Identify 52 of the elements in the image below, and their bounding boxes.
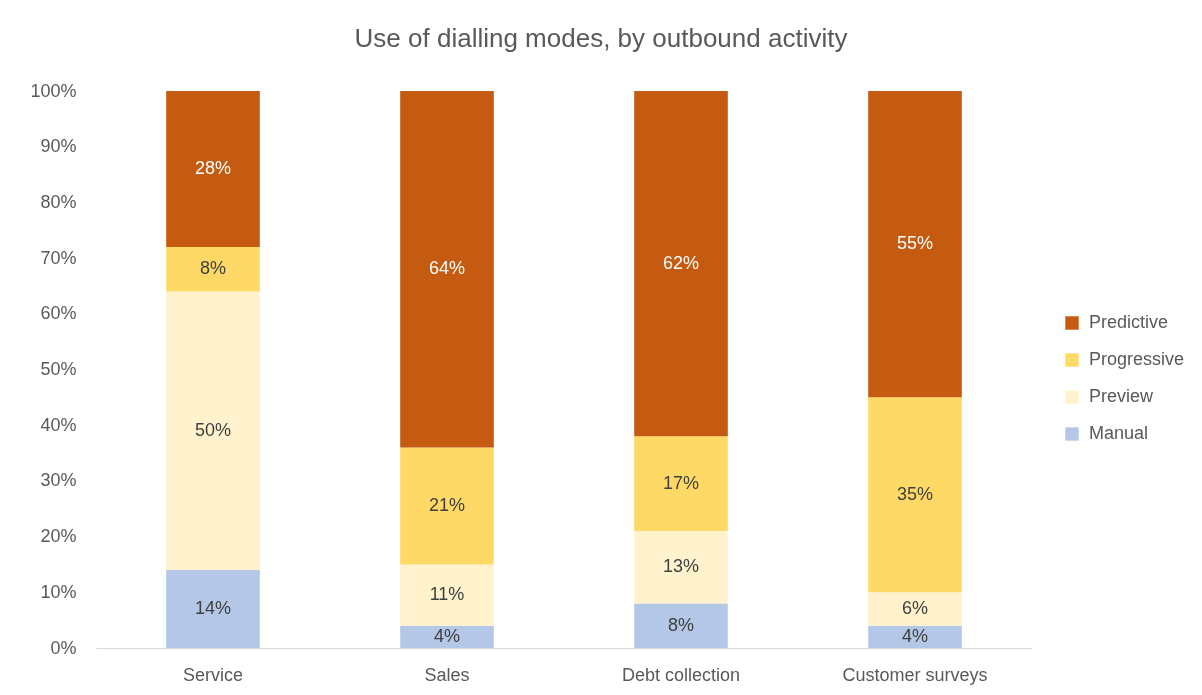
- data-label: 8%: [199, 258, 227, 279]
- x-tick-label: Sales: [424, 664, 470, 685]
- bar: [634, 436, 728, 532]
- data-label: 35%: [896, 483, 934, 504]
- x-tick-label: Customer surveys: [842, 664, 988, 685]
- y-tick-label: 20%: [40, 526, 77, 547]
- bar: [868, 91, 962, 398]
- legend-label: Manual: [1089, 423, 1149, 443]
- y-tick-label: 0%: [50, 637, 77, 658]
- y-tick-label: 10%: [40, 581, 77, 602]
- bar: [400, 91, 494, 448]
- data-label: 11%: [429, 584, 465, 605]
- data-label: 64%: [428, 258, 466, 279]
- y-tick-label: 90%: [40, 136, 77, 157]
- y-tick-label: 50%: [40, 359, 77, 379]
- data-label: 13%: [662, 556, 700, 577]
- bar: [868, 397, 962, 593]
- y-tick-label: 40%: [40, 414, 77, 435]
- x-tick-label: Service: [182, 664, 244, 685]
- y-tick-label: 80%: [40, 191, 77, 212]
- bar: [166, 91, 260, 247]
- legend-label: Predictive: [1089, 312, 1169, 332]
- bar: [634, 531, 728, 604]
- bar: [868, 625, 962, 648]
- bar: [634, 91, 728, 437]
- bar: [634, 603, 728, 648]
- bar: [166, 291, 260, 571]
- bar: [400, 625, 494, 648]
- data-label: 62%: [662, 252, 700, 273]
- data-label: 8%: [667, 614, 695, 635]
- legend-label: Preview: [1089, 386, 1155, 406]
- bar: [400, 447, 494, 565]
- bar: [400, 564, 494, 626]
- data-label: 21%: [428, 494, 466, 515]
- bar: [868, 592, 962, 626]
- data-label: 4%: [901, 625, 929, 646]
- bar: [166, 570, 260, 648]
- data-label: 4%: [433, 625, 461, 646]
- data-label: 28%: [194, 157, 232, 178]
- data-label: 14%: [194, 598, 232, 619]
- x-tick-label: Debt collection: [621, 664, 741, 685]
- y-tick-label: 100%: [30, 80, 77, 101]
- legend-label: Progressive: [1089, 349, 1185, 369]
- y-tick-label: 30%: [40, 470, 77, 491]
- data-label: 55%: [896, 233, 934, 254]
- y-tick-label: 70%: [40, 247, 77, 268]
- data-label: 6%: [901, 598, 929, 619]
- chart-title: Use of dialling modes, by outbound activity: [354, 23, 848, 53]
- bar: [166, 246, 260, 292]
- y-tick-label: 60%: [40, 303, 77, 324]
- data-label: 50%: [194, 419, 232, 440]
- data-label: 17%: [662, 472, 700, 493]
